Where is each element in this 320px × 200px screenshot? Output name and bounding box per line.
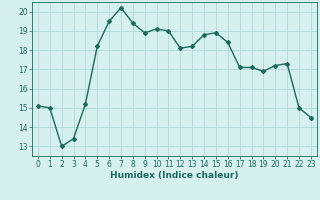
X-axis label: Humidex (Indice chaleur): Humidex (Indice chaleur) [110,171,239,180]
